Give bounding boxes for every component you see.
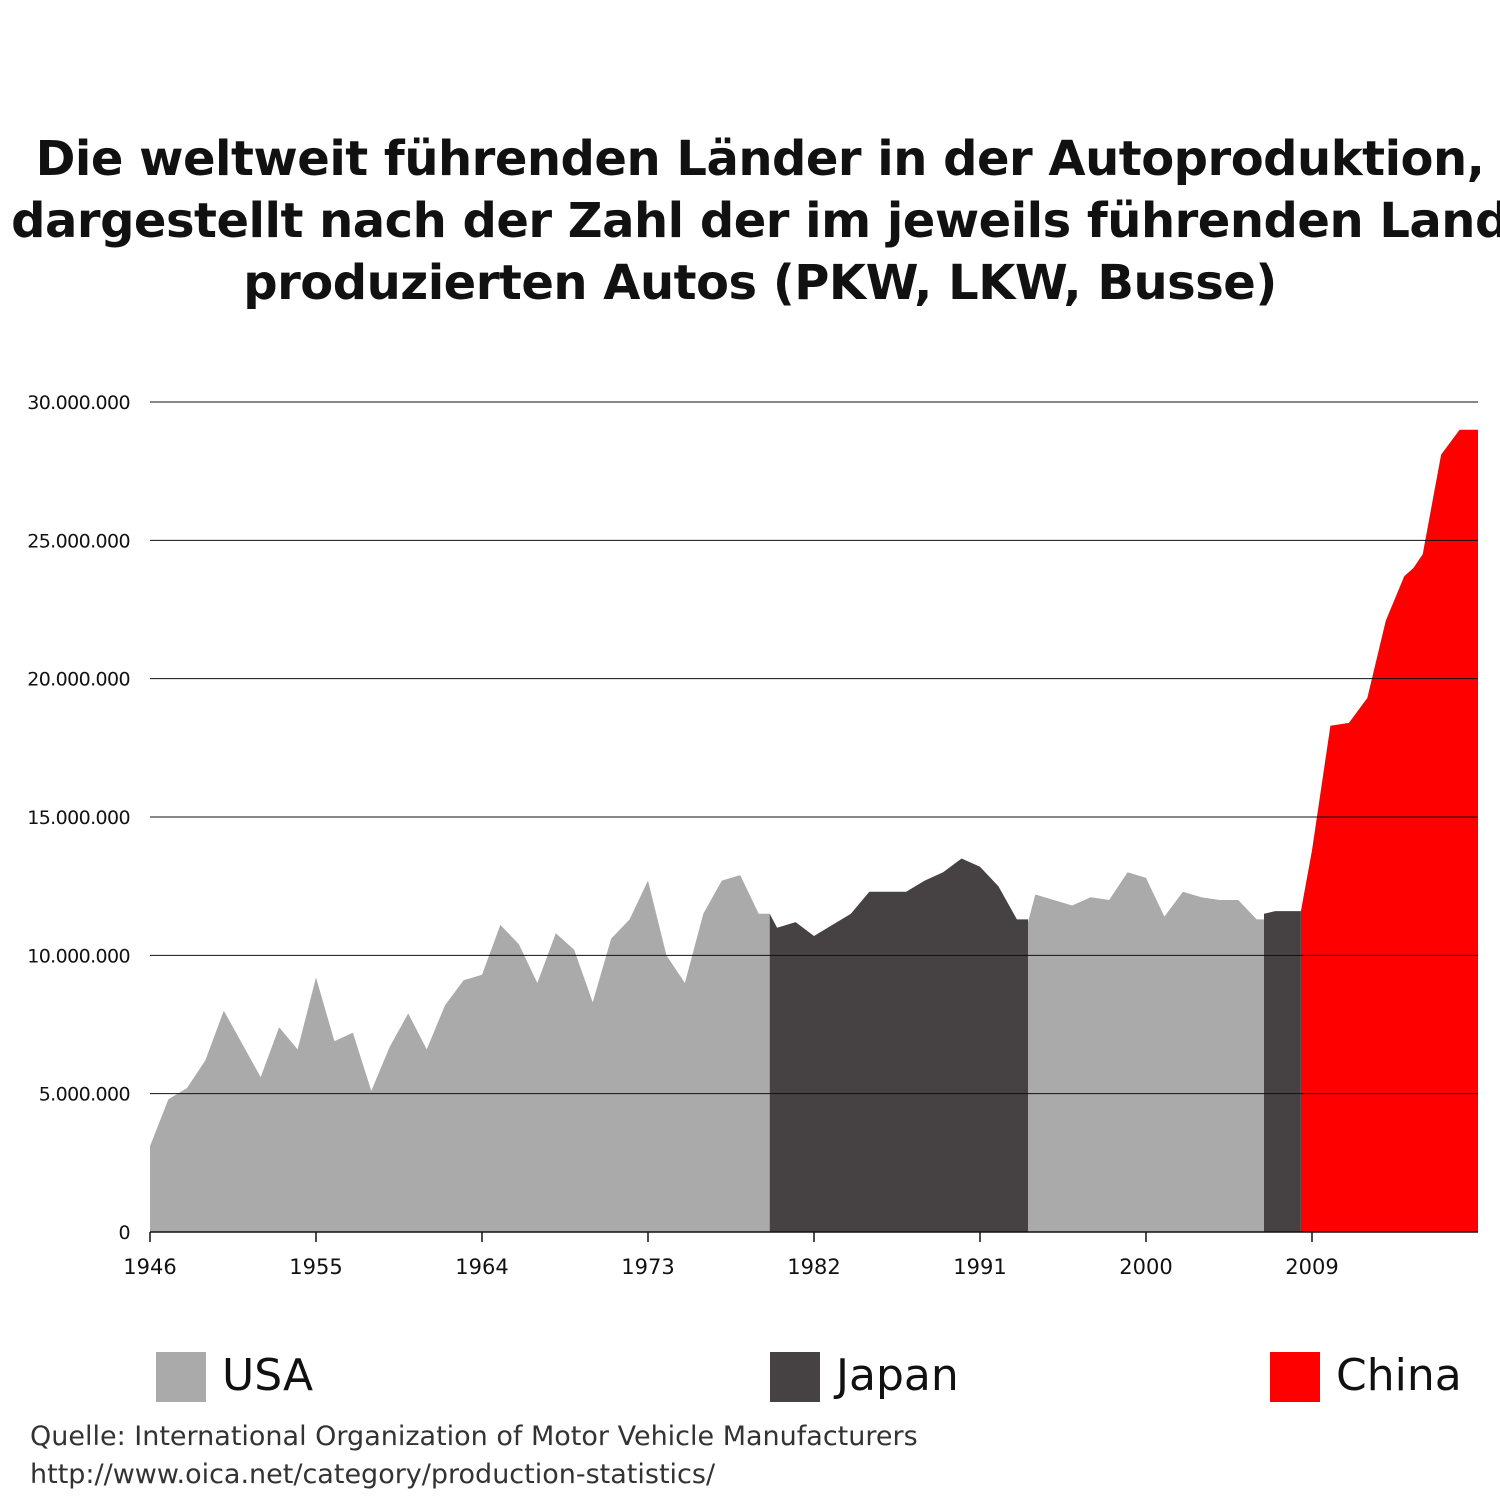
- area-china-1: [1300, 429, 1478, 1232]
- source-url: http://www.oica.net/category/production-…: [30, 1459, 716, 1490]
- legend-label-usa: USA: [222, 1350, 314, 1401]
- x-tick-label: 1955: [289, 1255, 342, 1279]
- chart-title-line-1: Die weltweit führenden Länder in der Aut…: [35, 131, 1485, 187]
- source-text: Quelle: International Organization of Mo…: [30, 1421, 918, 1452]
- source-note: Quelle: International Organization of Mo…: [30, 1418, 918, 1494]
- y-axis-labels: 0 5.000.000 10.000.000 15.000.000 20.000.000…: [27, 392, 130, 1244]
- y-tick-label: 5.000.000: [39, 1084, 130, 1106]
- area-usa-2: [1028, 872, 1264, 1232]
- legend-swatch-usa: [156, 1352, 206, 1402]
- y-tick-label: 0: [119, 1222, 131, 1244]
- y-tick-label: 20.000.000: [27, 669, 130, 691]
- chart-title-line-3: produzierten Autos (PKW, LKW, Busse): [243, 255, 1277, 311]
- legend-label-china: China: [1336, 1350, 1462, 1401]
- y-tick-label: 10.000.000: [27, 945, 130, 967]
- area-japan-1: [769, 858, 1028, 1232]
- legend-swatch-japan: [770, 1352, 820, 1402]
- area-japan-2: [1264, 911, 1301, 1232]
- chart-title-line-2: dargestellt nach der Zahl der im jeweils…: [11, 193, 1500, 249]
- chart-areas: [150, 429, 1478, 1232]
- chart-gridlines: [150, 401, 1478, 1095]
- x-tick-label: 2009: [1285, 1255, 1338, 1279]
- x-tick-label: 2000: [1119, 1255, 1172, 1279]
- x-axis: 1946 1955 1964 1973 1982 1991 2000 2009: [123, 1231, 1478, 1279]
- area-usa-1: [150, 875, 770, 1232]
- x-tick-label: 1964: [455, 1255, 508, 1279]
- y-tick-label: 15.000.000: [27, 807, 130, 829]
- legend-label-japan: Japan: [836, 1350, 959, 1401]
- y-tick-label: 30.000.000: [27, 392, 130, 414]
- x-tick-label: 1991: [953, 1255, 1006, 1279]
- chart-title: Die weltweit führenden Länder in der Aut…: [0, 128, 1500, 314]
- x-tick-label: 1973: [621, 1255, 674, 1279]
- legend-swatch-china: [1270, 1352, 1320, 1402]
- x-tick-label: 1982: [787, 1255, 840, 1279]
- y-tick-label: 25.000.000: [27, 530, 130, 552]
- x-tick-label: 1946: [123, 1255, 176, 1279]
